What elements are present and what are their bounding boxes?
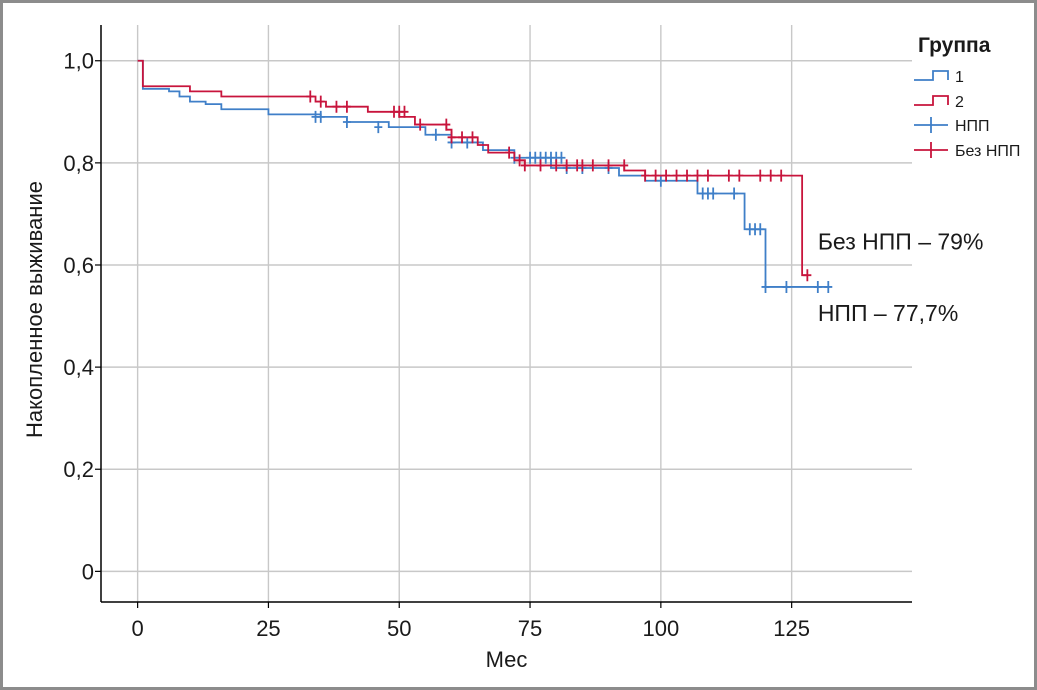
legend-entry: 2 (914, 94, 964, 111)
y-tick-label: 0,6 (63, 253, 94, 278)
censor-mark (777, 169, 786, 182)
x-tick-label: 125 (773, 616, 810, 641)
censor-mark (588, 159, 597, 172)
censor-mark (709, 187, 718, 200)
censor-mark (735, 169, 744, 182)
censor-mark (756, 223, 765, 236)
censor-mark (824, 280, 833, 293)
censor-mark (813, 280, 822, 293)
censor-mark (756, 169, 765, 182)
legend-entry: Без НПП (914, 142, 1020, 160)
censor-mark (316, 110, 325, 123)
censor-mark (458, 131, 467, 144)
x-tick-label: 0 (132, 616, 144, 641)
grid-lines (101, 25, 912, 602)
censor-mark (332, 100, 341, 113)
legend-entry: НПП (914, 117, 990, 135)
censor-mark (468, 131, 477, 144)
censor-mark (656, 174, 665, 187)
censor-mark (651, 169, 660, 182)
y-tick-label: 0 (82, 559, 94, 584)
censor-mark (620, 159, 629, 172)
censor-mark (536, 159, 545, 172)
legend-swatch (914, 142, 948, 158)
censor-mark (505, 146, 514, 159)
x-tick-label: 50 (387, 616, 411, 641)
censor-mark (342, 100, 351, 113)
censor-mark (683, 169, 692, 182)
legend-swatch (914, 70, 949, 81)
censor-mark (515, 154, 524, 167)
legend-label: НПП (955, 118, 990, 135)
legend-swatch (914, 95, 949, 106)
censor-mark (672, 169, 681, 182)
x-axis-title: Мес (486, 647, 528, 672)
censor-mark (552, 159, 561, 172)
censor-mark (342, 116, 351, 129)
series-2 (137, 59, 812, 282)
legend-label: Без НПП (955, 143, 1020, 160)
x-tick-label: 100 (642, 616, 679, 641)
censor-mark (520, 159, 529, 172)
censor-mark (316, 95, 325, 108)
censor-mark (306, 90, 315, 103)
censor-mark (782, 280, 791, 293)
censor-mark (431, 128, 440, 141)
censor-mark (761, 280, 770, 293)
censor-mark (662, 169, 671, 182)
censor-mark (374, 121, 383, 134)
censor-mark (724, 169, 733, 182)
censor-mark (400, 105, 409, 118)
censor-mark (693, 169, 702, 182)
legend: Группа 1 2 НПП Без НПП (914, 34, 1020, 160)
censor-mark (803, 269, 812, 282)
censor-mark (442, 118, 451, 131)
curve-annotation: Без НПП – 79% (818, 229, 984, 255)
legend-entry: 1 (914, 69, 964, 86)
legend-label: 1 (955, 69, 964, 86)
y-tick-label: 0,4 (63, 355, 94, 380)
censor-mark (562, 159, 571, 172)
legend-swatch (914, 117, 948, 133)
censor-mark (703, 169, 712, 182)
censor-mark (766, 169, 775, 182)
survival-curve-2 (137, 59, 808, 277)
survival-curve-1 (137, 59, 829, 288)
censor-mark (463, 136, 472, 149)
x-tick-label: 25 (256, 616, 280, 641)
censor-mark (416, 118, 425, 131)
y-axis-title: Накопленное выживание (22, 181, 47, 438)
censor-mark (578, 159, 587, 172)
censor-mark (557, 151, 566, 164)
legend-title: Группа (918, 34, 991, 57)
y-tick-label: 0,2 (63, 457, 94, 482)
censor-mark (730, 187, 739, 200)
censor-mark (447, 131, 456, 144)
y-tick-label: 1,0 (63, 49, 94, 74)
censor-mark (641, 169, 650, 182)
curve-annotation: НПП – 77,7% (818, 300, 958, 326)
x-tick-label: 75 (518, 616, 542, 641)
legend-label: 2 (955, 94, 964, 111)
y-tick-label: 0,8 (63, 151, 94, 176)
censor-mark (604, 159, 613, 172)
